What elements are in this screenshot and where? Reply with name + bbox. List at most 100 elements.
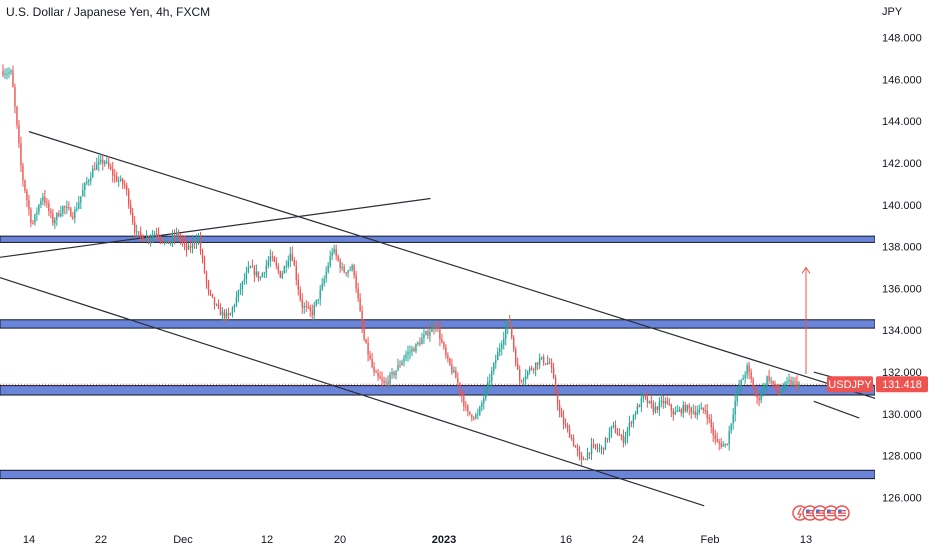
candle [251, 259, 254, 268]
trendline-1[interactable] [28, 131, 878, 400]
candle [116, 171, 118, 183]
candle [409, 345, 411, 360]
candle [670, 403, 673, 417]
candle [389, 372, 391, 390]
candle [30, 207, 32, 228]
candle [229, 312, 232, 316]
time-axis[interactable]: 14 22 Dec 12 20 2023 16 24 Feb 13 [0, 528, 932, 550]
candle [592, 438, 595, 449]
x-tick-label: 22 [95, 534, 107, 546]
candle [590, 437, 593, 461]
trendline-3[interactable] [0, 197, 431, 264]
us-flag-icon[interactable] [834, 505, 850, 521]
candle [285, 260, 287, 273]
candle [167, 240, 170, 245]
candle [499, 343, 501, 357]
price-axis-bg[interactable] [875, 0, 932, 550]
candle [399, 360, 401, 369]
candle [692, 404, 694, 415]
candle [708, 414, 710, 424]
candle [455, 366, 457, 379]
candle [363, 319, 365, 342]
candle [754, 385, 756, 397]
candle [441, 333, 443, 344]
candle [26, 188, 28, 208]
candle [528, 366, 531, 375]
candle [239, 283, 242, 295]
candle [507, 319, 509, 335]
candle [375, 369, 377, 374]
candle [463, 389, 465, 412]
candle [513, 335, 515, 353]
time-axis-bg[interactable] [0, 528, 932, 550]
candle [718, 438, 720, 451]
candle [526, 370, 529, 380]
trendline-5[interactable] [813, 400, 860, 419]
candle [62, 205, 64, 217]
candle [72, 212, 74, 220]
candle [291, 246, 293, 262]
projection-arrow[interactable] [801, 266, 811, 375]
candle [8, 67, 10, 79]
candle [108, 156, 110, 170]
arrow-head[interactable] [801, 266, 811, 274]
candle [311, 304, 313, 320]
candle [137, 231, 140, 238]
candle [36, 207, 38, 221]
candle [614, 420, 617, 434]
candle [233, 303, 236, 313]
candle [157, 227, 160, 241]
candle [524, 369, 527, 386]
trendlines[interactable] [0, 131, 878, 507]
candle [642, 394, 645, 403]
candle [644, 393, 647, 400]
candle [447, 352, 449, 363]
candle [515, 346, 517, 367]
candle [610, 425, 613, 438]
candle [726, 443, 728, 446]
candle [151, 229, 154, 244]
candle [690, 406, 692, 419]
candle [788, 373, 790, 385]
candle [648, 400, 651, 404]
price-axis[interactable]: JPY 148.000 146.000 144.000 142.000 140.000 13… [875, 0, 932, 550]
candle [139, 226, 142, 242]
event-icons[interactable] [792, 505, 850, 521]
candle [666, 396, 669, 405]
candle [161, 239, 164, 244]
candle [538, 353, 541, 370]
candle [540, 356, 543, 361]
candle [449, 357, 451, 367]
candle [467, 404, 469, 417]
candle [94, 161, 96, 171]
candle [6, 67, 8, 80]
candle [532, 367, 535, 374]
candle [351, 263, 353, 272]
candle [574, 444, 577, 448]
candle [606, 438, 609, 443]
candle [710, 413, 712, 434]
candle [654, 401, 657, 414]
candle [638, 404, 641, 408]
zone-4[interactable] [0, 469, 876, 480]
candle [618, 428, 621, 436]
candle [195, 234, 198, 249]
candle [457, 372, 459, 387]
candle [624, 431, 627, 446]
candle [147, 235, 150, 245]
candle [307, 301, 309, 310]
candle [20, 136, 22, 172]
candle [28, 194, 30, 216]
candle [223, 308, 226, 323]
currency-label: JPY [882, 6, 903, 18]
candle [728, 425, 730, 451]
candle [14, 83, 16, 114]
candle [664, 397, 667, 408]
x-tick-label: 14 [23, 534, 35, 546]
candle [684, 401, 686, 413]
zone-3[interactable] [0, 385, 876, 396]
candle [347, 269, 349, 278]
candle [716, 432, 718, 443]
candle [64, 205, 66, 215]
